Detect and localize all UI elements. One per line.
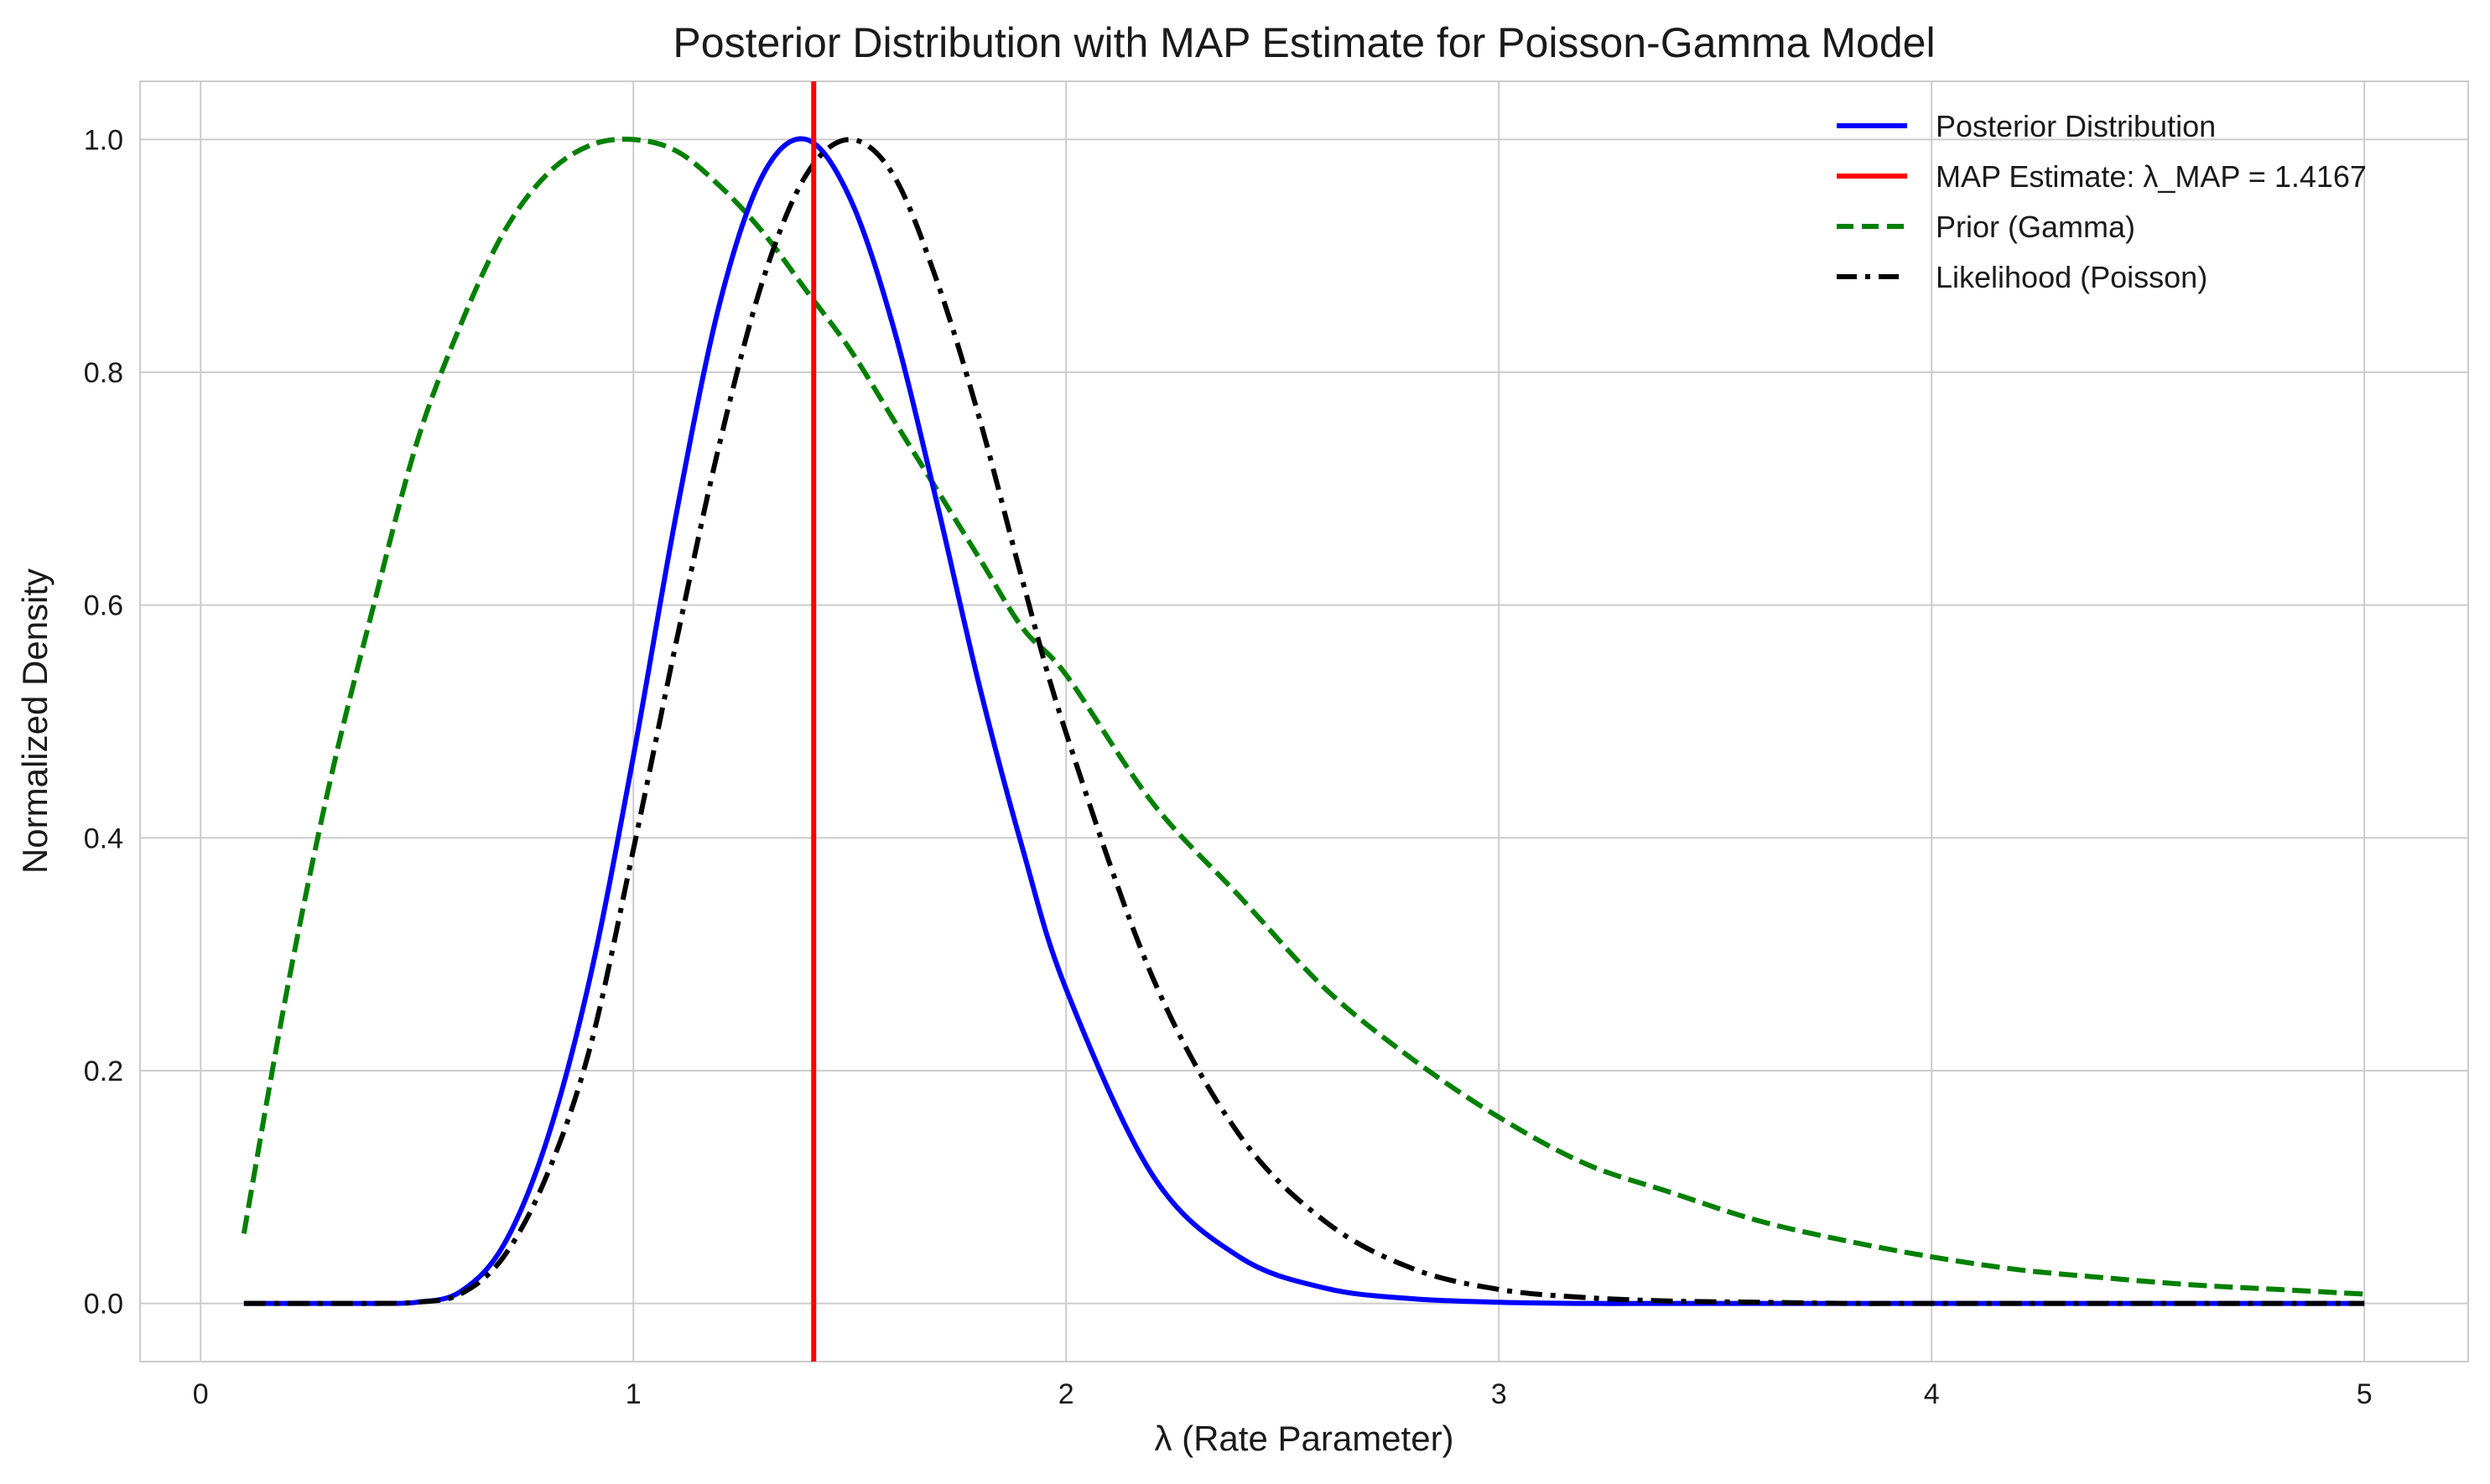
x-tick-label: 1 (626, 1378, 642, 1410)
y-tick-label: 0.4 (84, 822, 123, 854)
y-tick-label: 0.6 (84, 590, 123, 622)
x-tick-label: 4 (1924, 1378, 1940, 1410)
x-tick-label: 0 (193, 1378, 209, 1410)
x-tick-label: 2 (1058, 1378, 1074, 1410)
y-tick-label: 1.0 (84, 124, 123, 156)
x-tick-labels: 0 1 2 3 4 5 (193, 1378, 2373, 1410)
chart-title: Posterior Distribution with MAP Estimate… (673, 19, 1935, 66)
legend-label: Likelihood (Poisson) (1936, 260, 2207, 294)
y-tick-label: 0.2 (84, 1056, 123, 1087)
series-line-prior-gamma (241, 137, 2365, 1297)
grid (140, 81, 2468, 1362)
y-tick-label: 0.0 (84, 1289, 123, 1321)
x-tick-label: 5 (2357, 1378, 2373, 1410)
y-axis-label: Normalized Density (15, 568, 55, 874)
legend: Posterior Distribution MAP Estimate: λ_MA… (1837, 109, 2367, 294)
x-tick-label: 3 (1491, 1378, 1507, 1410)
legend-label: MAP Estimate: λ_MAP = 1.4167 (1936, 159, 2367, 194)
y-tick-label: 0.8 (84, 357, 123, 389)
series-layer (241, 81, 2365, 1362)
legend-label: Prior (Gamma) (1936, 210, 2135, 244)
series-line-likelihood-poisson (243, 137, 2365, 1306)
x-axis-label: λ (Rate Parameter) (1154, 1419, 1453, 1458)
y-tick-labels: 0.0 0.2 0.4 0.6 0.8 1.0 (84, 124, 123, 1320)
legend-label: Posterior Distribution (1936, 109, 2216, 143)
plot-area (139, 80, 2469, 1362)
